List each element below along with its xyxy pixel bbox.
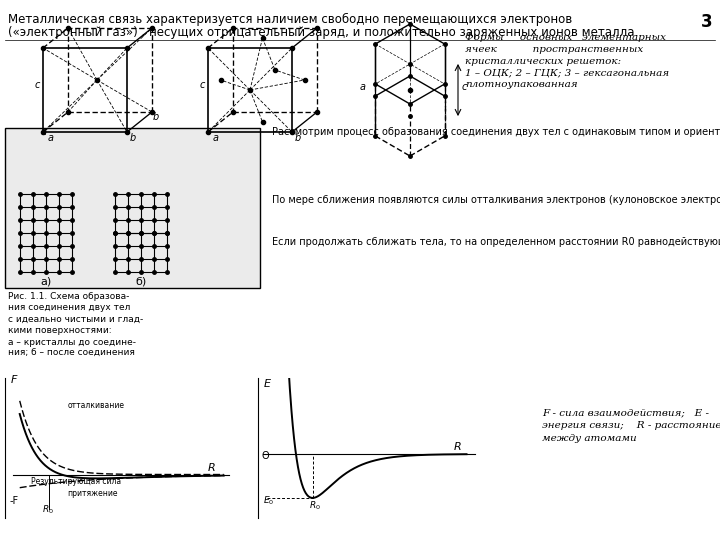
Text: 3: 3 [701,13,712,31]
Text: Если продолжать сближать тела, то на определенном расстоянии R0 равнодействующая: Если продолжать сближать тела, то на опр… [272,237,720,247]
Text: R: R [208,463,216,474]
Text: По мере сближения появляются силы отталкивания электронов (кулоновское электрост: По мере сближения появляются силы отталк… [272,195,720,205]
Text: отталкивание: отталкивание [68,401,125,410]
Text: $R_0$: $R_0$ [42,503,53,516]
Text: F: F [10,375,17,385]
Text: $E_0$: $E_0$ [263,495,274,507]
Text: («электронный газ») , несущих отрицательный заряд, и положительно заряженных ион: («электронный газ») , несущих отрицатель… [8,26,638,39]
Text: Формы     основных   элементарных
ячеек           пространственных
кристаллическ: Формы основных элементарных ячеек простр… [465,33,669,89]
Text: a: a [41,127,47,137]
Text: Рассмотрим процесс образования соединения двух тел с одинаковым типом и ориентац: Рассмотрим процесс образования соединени… [272,127,720,137]
Text: b: b [153,112,159,122]
Text: б): б) [135,277,147,287]
Text: F - сила взаимодействия;   E -
энергия связи;    R - расстояние
между атомами: F - сила взаимодействия; E - энергия свя… [542,408,720,443]
Text: O: O [262,451,269,461]
Text: $R_0$: $R_0$ [309,499,321,512]
Text: Рис. 1.1. Схема образова-
ния соединения двух тел
с идеально чистыми и глад-
ким: Рис. 1.1. Схема образова- ния соединения… [8,292,143,358]
Text: a: a [360,82,366,92]
Text: b: b [130,133,136,143]
Text: c: c [462,82,467,92]
Text: -F: -F [9,496,19,507]
Text: E: E [264,379,271,389]
Text: притяжение: притяжение [68,489,118,498]
Text: а): а) [40,277,52,287]
Text: c: c [200,80,205,90]
Text: Результирующая сила: Результирующая сила [31,477,121,486]
Text: a: a [48,133,54,143]
Text: a: a [213,133,219,143]
Text: b: b [295,133,301,143]
Text: R: R [454,442,462,451]
FancyBboxPatch shape [5,128,260,288]
Text: c: c [35,80,40,90]
Text: Металлическая связь характеризуется наличием свободно перемещающихся электронов: Металлическая связь характеризуется нали… [8,13,572,26]
